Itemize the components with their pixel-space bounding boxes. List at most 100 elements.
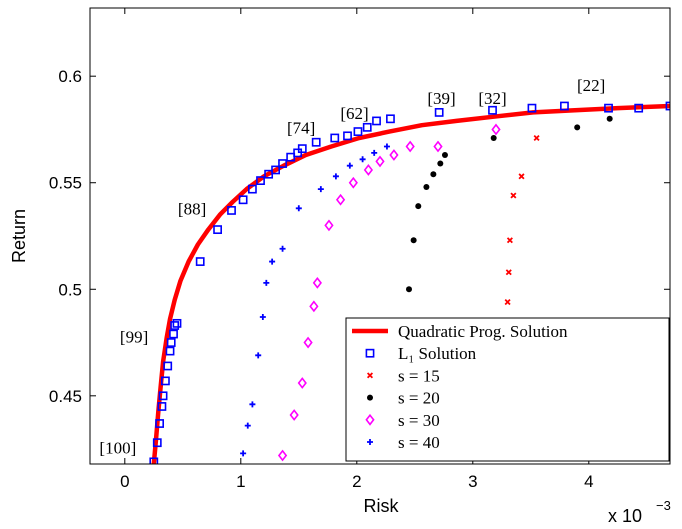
data-point [604,103,613,113]
point-annotations: [100] [99] [88] [74] [62] [39] [32] [22] [99,76,605,457]
data-point [434,108,444,117]
data-point [256,176,265,185]
data-point [278,159,287,168]
data-point [383,143,390,150]
legend: Quadratic Prog. Solution L₁ Solution s = 1… [345,317,670,462]
data-point [255,352,262,359]
x-tick-label: 3 [468,472,477,491]
x-multiplier-base: x 10 [608,506,642,526]
data-point [312,276,322,289]
legend-label: s = 15 [398,366,440,385]
data-point [346,162,353,169]
data-point [149,457,159,464]
legend-swatch [366,372,374,379]
data-point [405,140,415,153]
legend-swatch [365,413,375,426]
legend-swatch [367,394,373,401]
plot-area [149,101,670,464]
legend-swatch [365,348,375,358]
data-point [574,124,581,131]
data-point [163,361,173,371]
series-diamond [277,123,501,462]
data-point [506,237,513,244]
data-point [423,183,430,190]
data-point [518,173,525,180]
data-point [634,103,644,113]
data-point [505,269,512,276]
series-x [504,134,540,306]
data-point [606,115,613,122]
point-annotation: [22] [577,76,605,95]
x-tick-label: 1 [236,472,245,491]
data-point [248,184,257,194]
data-point [335,193,346,206]
data-point [371,149,378,156]
axis-ticks: 0 1 2 3 4 0.45 0.5 0.55 0.6 [49,8,670,491]
data-point [271,165,280,175]
data-point [353,127,363,136]
x-tick-label: 4 [584,472,593,491]
data-point [372,116,381,126]
x-tick-label: 2 [352,472,361,491]
data-point [433,140,443,153]
data-point [389,149,399,161]
point-annotation: [100] [99,438,136,457]
data-point [157,402,167,411]
point-annotation: [74] [287,119,315,138]
data-point [332,173,339,180]
data-point [158,391,168,401]
data-point [170,321,180,330]
data-point [343,131,352,141]
data-point [490,134,497,141]
series-square [149,101,670,464]
data-point [295,205,302,212]
data-point [195,257,205,266]
point-annotation: [32] [478,89,506,108]
data-point [249,401,256,408]
data-point [665,101,670,111]
x-axis-multiplier: x 10 −3 [608,498,671,526]
y-tick-label: 0.5 [58,280,82,299]
data-point [259,313,266,320]
data-point [303,336,313,349]
legend-swatch [367,439,373,445]
data-point [289,409,299,421]
data-point [269,258,276,265]
data-point [238,195,248,205]
data-point [263,279,270,286]
data-point [386,114,395,124]
data-point [430,171,437,178]
data-point [172,318,182,328]
legend-box [345,317,670,462]
data-point [169,329,178,339]
data-point [311,137,321,147]
legend-label: s = 40 [398,433,440,452]
point-annotation: [99] [120,328,148,347]
y-tick-label: 0.45 [49,387,82,406]
data-point [244,422,251,429]
data-point [363,164,374,176]
data-point [560,101,569,111]
data-point [533,134,540,142]
data-point [324,219,334,232]
data-point [165,346,175,356]
data-point [161,376,170,386]
data-point [330,133,340,143]
data-point [504,299,511,306]
data-point [279,245,286,252]
legend-label: s = 30 [398,411,440,430]
data-point [348,176,358,189]
y-axis-label: Return [9,209,29,263]
data-point [277,449,288,462]
data-point [415,203,422,210]
x-axis-label: Risk [364,496,400,516]
data-point [166,338,176,347]
data-point [297,144,307,154]
data-point [309,300,319,313]
legend-label: s = 20 [398,389,440,408]
point-annotation: [88] [178,200,206,219]
point-annotation: [62] [340,104,368,123]
data-point [375,155,385,168]
y-tick-label: 0.55 [49,174,82,193]
